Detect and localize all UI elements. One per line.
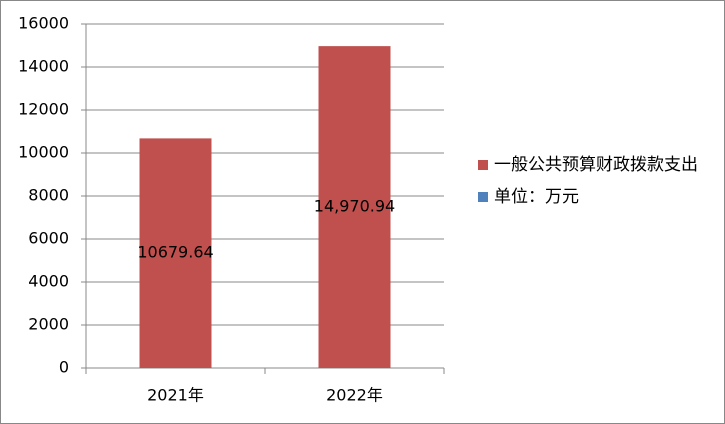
y-tick-label: 6000 [28,229,69,248]
y-tick-label: 2000 [28,315,69,334]
legend-item: 单位：万元 [478,184,718,210]
y-tick-label: 16000 [18,14,69,33]
y-tick-label: 8000 [28,186,69,205]
y-tick-label: 10000 [18,143,69,162]
legend: 一般公共预算财政拨款支出 单位：万元 [478,152,718,216]
legend-swatch [478,160,488,170]
y-tick-label: 12000 [18,100,69,119]
legend-swatch [478,192,488,202]
bar [139,138,212,368]
y-tick-label: 4000 [28,272,69,291]
value-label: 10679.64 [137,243,213,262]
value-label: 14,970.94 [314,197,395,216]
legend-label: 单位：万元 [494,187,579,207]
bar [318,46,391,369]
legend-item: 一般公共预算财政拨款支出 [478,152,718,178]
x-tick-label: 2022年 [326,386,383,405]
legend-label: 一般公共预算财政拨款支出 [494,155,698,175]
y-tick-label: 0 [59,358,69,377]
y-tick-label: 14000 [18,57,69,76]
x-tick-label: 2021年 [147,386,204,405]
